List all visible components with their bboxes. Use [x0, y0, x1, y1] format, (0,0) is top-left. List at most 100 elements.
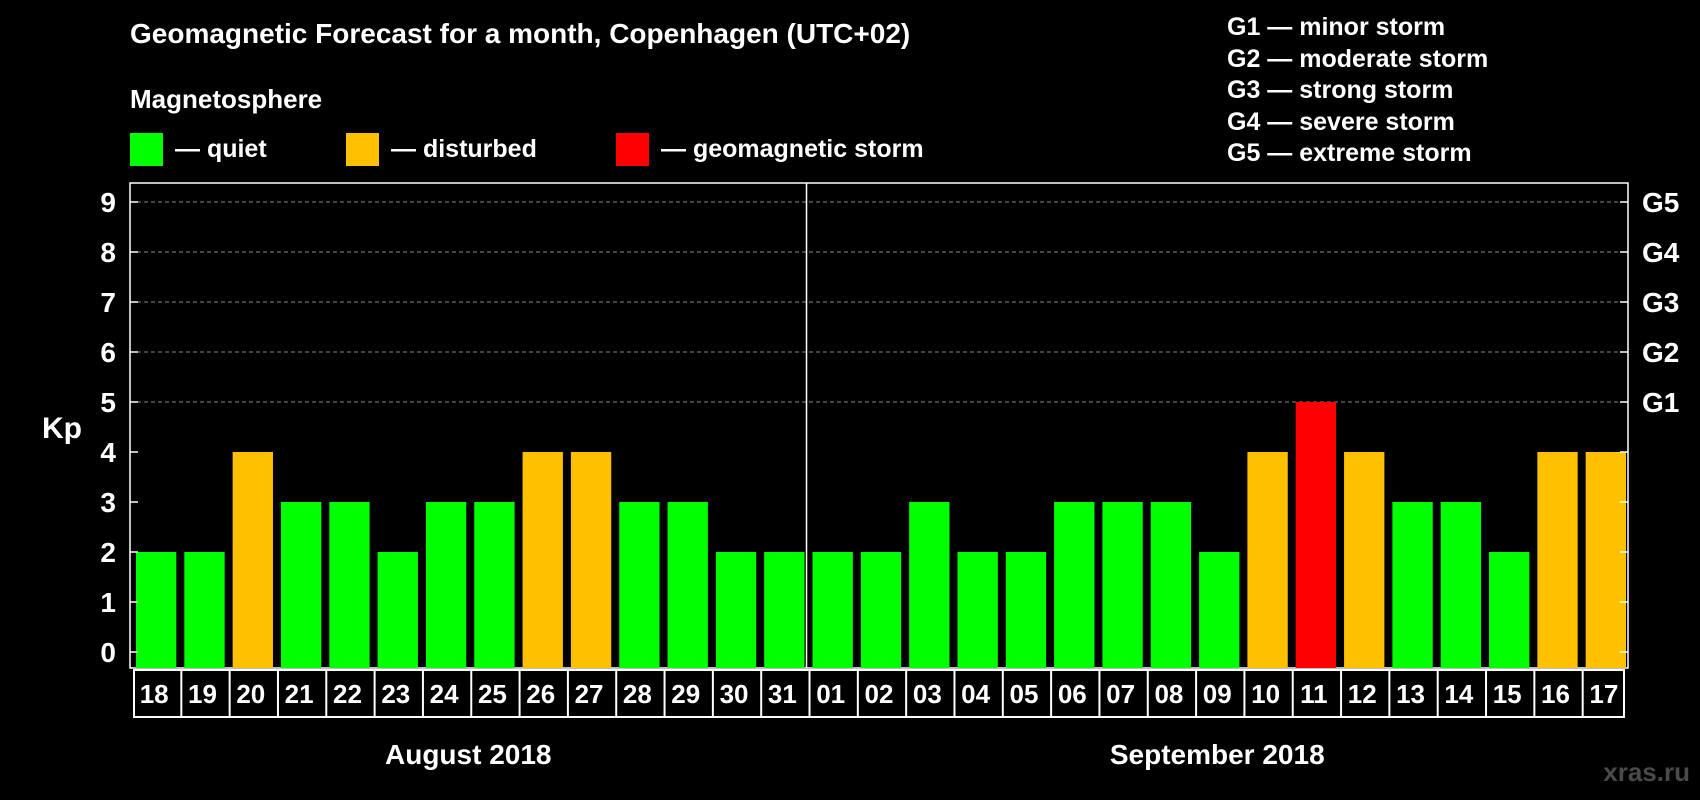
day-label-11: 11 [1300, 679, 1328, 709]
bar-13 [1392, 502, 1433, 668]
bar-17 [1585, 452, 1626, 668]
chart-title: Geomagnetic Forecast for a month, Copenh… [130, 18, 911, 49]
day-label-15: 15 [1493, 679, 1522, 709]
y-tick-label: 4 [100, 437, 116, 468]
storm-scale-g3: G3 — strong storm [1227, 76, 1454, 104]
bar-08 [1150, 502, 1192, 668]
right-tick-label: G4 [1642, 237, 1680, 268]
y-tick-label: 7 [100, 287, 116, 318]
bar-06 [1054, 502, 1095, 668]
day-label-27: 27 [575, 679, 604, 709]
day-label-26: 26 [526, 679, 555, 709]
bar-02 [860, 552, 902, 668]
y-tick-label: 8 [100, 237, 116, 268]
y-tick-label: 0 [100, 637, 116, 668]
day-label-19: 19 [188, 679, 217, 709]
day-label-02: 02 [865, 679, 894, 709]
day-label-04: 04 [961, 679, 990, 709]
bar-10 [1247, 452, 1288, 668]
bar-15 [1489, 552, 1530, 668]
day-label-24: 24 [430, 679, 459, 709]
day-label-08: 08 [1154, 679, 1183, 709]
y-tick-label: 6 [100, 337, 116, 368]
bar-28 [619, 502, 660, 668]
day-label-23: 23 [381, 679, 410, 709]
day-label-25: 25 [478, 679, 507, 709]
storm-scale-g5: G5 — extreme storm [1227, 139, 1472, 167]
day-label-07: 07 [1106, 679, 1135, 709]
right-tick-label: G2 [1642, 337, 1679, 368]
bar-12 [1344, 452, 1385, 668]
bar-23 [377, 552, 418, 668]
legend-swatch-disturbed [346, 133, 379, 166]
bar-04 [957, 552, 998, 668]
bar-16 [1537, 452, 1578, 668]
storm-scale-legend: G1 — minor storm G2 — moderate storm G3 … [1227, 12, 1488, 170]
day-label-06: 06 [1058, 679, 1087, 709]
day-label-09: 09 [1203, 679, 1232, 709]
day-label-30: 30 [720, 679, 749, 709]
bar-11 [1295, 402, 1337, 668]
bar-01 [812, 552, 853, 668]
bar-29 [667, 502, 708, 668]
bar-25 [474, 502, 515, 668]
y-tick-label: 5 [100, 387, 116, 418]
day-label-14: 14 [1444, 679, 1473, 709]
day-label-29: 29 [671, 679, 700, 709]
day-label-21: 21 [285, 679, 314, 709]
bar-24 [425, 502, 467, 668]
day-label-05: 05 [1010, 679, 1039, 709]
bar-14 [1440, 502, 1482, 668]
legend-swatch-quiet [130, 133, 163, 166]
legend-item-storm: — geomagnetic storm [616, 133, 924, 166]
bar-21 [280, 502, 322, 668]
day-label-31: 31 [768, 679, 797, 709]
right-tick-label: G3 [1642, 287, 1679, 318]
legend-heading: Magnetosphere [130, 84, 323, 114]
day-label-03: 03 [913, 679, 942, 709]
day-label-28: 28 [623, 679, 652, 709]
storm-scale-g4: G4 — severe storm [1227, 107, 1455, 136]
bar-22 [329, 502, 370, 668]
y-tick-label: 9 [100, 187, 116, 218]
watermark: xras.ru [1603, 757, 1690, 787]
y-axis-label: Kp [42, 412, 82, 445]
month-label-1: September 2018 [1110, 739, 1325, 770]
bar-09 [1199, 552, 1240, 668]
day-label-17: 17 [1589, 679, 1618, 709]
bar-07 [1102, 502, 1143, 668]
storm-scale-g1: G1 — minor storm [1227, 13, 1446, 41]
bar-05 [1005, 552, 1047, 668]
day-label-01: 01 [816, 679, 845, 709]
right-tick-label: G1 [1642, 387, 1679, 418]
day-label-20: 20 [236, 679, 265, 709]
y-tick-label: 3 [100, 487, 116, 518]
legend-label-storm: — geomagnetic storm [661, 135, 924, 163]
legend-swatch-storm [616, 133, 649, 166]
bar-18 [136, 552, 177, 668]
day-label-10: 10 [1251, 679, 1280, 709]
legend-item-disturbed: — disturbed [346, 133, 537, 166]
bar-03 [909, 502, 950, 668]
day-label-16: 16 [1541, 679, 1570, 709]
day-label-18: 18 [140, 679, 169, 709]
day-label-13: 13 [1396, 679, 1425, 709]
legend-label-disturbed: — disturbed [391, 135, 537, 163]
storm-scale-g2: G2 — moderate storm [1227, 44, 1489, 73]
legend-item-quiet: — quiet [130, 133, 267, 166]
bar-30 [715, 552, 757, 668]
bar-19 [184, 552, 225, 668]
month-label-0: August 2018 [385, 739, 552, 770]
day-label-12: 12 [1348, 679, 1377, 709]
bar-31 [764, 552, 805, 668]
right-tick-label: G5 [1642, 187, 1679, 218]
day-box-frame [133, 669, 1625, 718]
y-tick-label: 2 [100, 537, 116, 568]
bar-20 [232, 452, 273, 668]
bar-26 [522, 452, 563, 668]
bar-27 [570, 452, 612, 668]
y-tick-label: 1 [100, 587, 116, 618]
legend-label-quiet: — quiet [175, 135, 267, 163]
day-label-22: 22 [333, 679, 362, 709]
